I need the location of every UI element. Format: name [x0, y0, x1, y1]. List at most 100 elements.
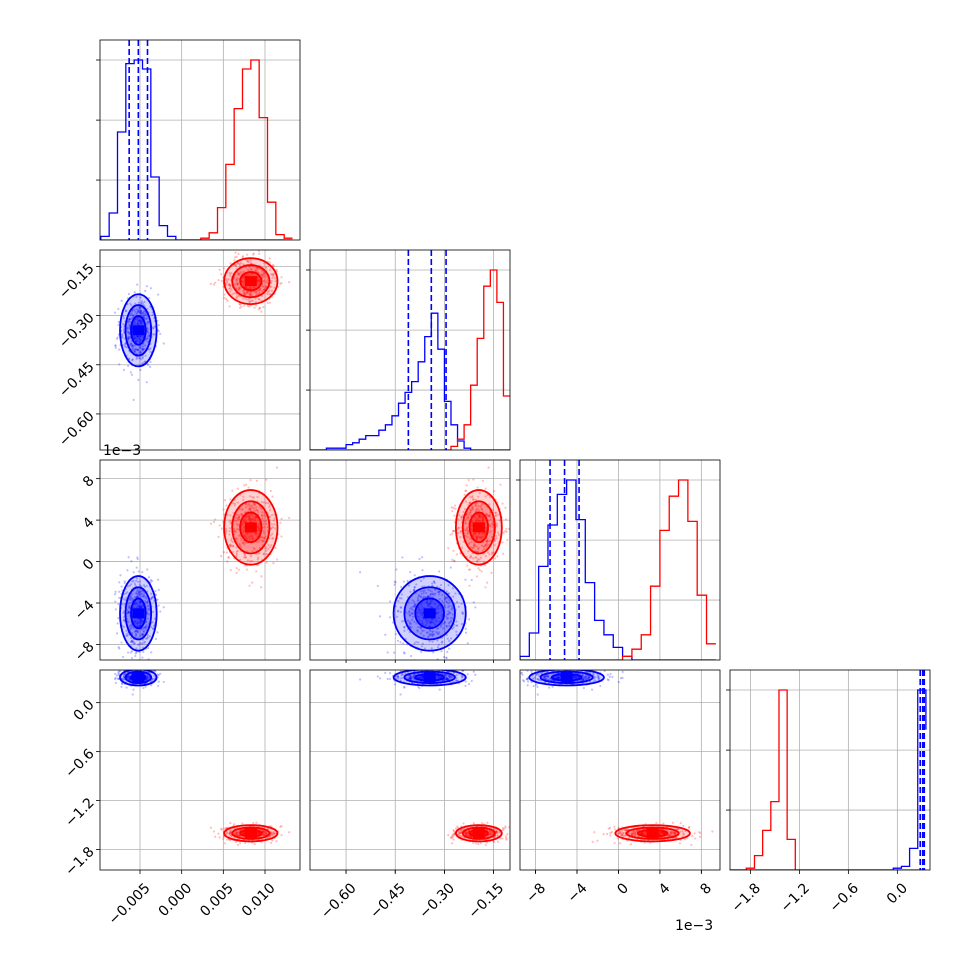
blue-sample-point [386, 651, 389, 654]
red-sample-point [502, 531, 505, 534]
blue-sample-point [445, 677, 449, 681]
blue-sample-point [147, 658, 150, 660]
blue-sample-point [133, 349, 136, 352]
red-sample-point [483, 545, 486, 548]
blue-sample-point [439, 625, 442, 628]
blue-sample-point [127, 605, 130, 608]
blue-sample-point [131, 626, 134, 629]
blue-sample-point [397, 677, 400, 680]
blue-sample-point [141, 355, 144, 358]
red-histogram-line [730, 689, 926, 870]
red-sample-point [243, 832, 246, 835]
red-sample-point [482, 535, 485, 538]
blue-sample-point [439, 676, 443, 679]
red-sample-point [234, 263, 237, 267]
blue-sample-point [421, 677, 424, 680]
red-sample-point [268, 293, 271, 296]
red-sample-point [493, 539, 496, 542]
red-sample-point [271, 526, 275, 529]
blue-sample-point [447, 622, 450, 625]
blue-sample-point [421, 622, 424, 625]
blue-sample-point [138, 643, 141, 646]
red-sample-point [465, 527, 468, 531]
blue-sample-point [130, 583, 133, 586]
red-sample-point [238, 264, 242, 267]
blue-sample-point [421, 675, 424, 678]
blue-sample-point [121, 603, 124, 606]
red-sample-point [465, 832, 468, 835]
red-sample-point [488, 513, 492, 517]
blue-sample-point [144, 600, 147, 603]
blue-sample-point [437, 616, 440, 620]
red-sample-point [464, 832, 468, 835]
red-sample-point [261, 831, 265, 834]
blue-sample-point [592, 673, 595, 676]
blue-sample-point [137, 589, 140, 592]
blue-sample-point [128, 625, 131, 628]
red-sample-point [255, 290, 258, 293]
red-sample-point [244, 292, 247, 295]
blue-sample-point [474, 673, 477, 676]
blue-sample-point [123, 337, 126, 340]
blue-sample-point [421, 675, 424, 678]
red-sample-point [242, 270, 245, 273]
red-sample-point [460, 835, 464, 838]
red-sample-point [223, 267, 226, 270]
blue-sample-point [413, 642, 416, 645]
red-sample-point [232, 292, 236, 295]
blue-sample-point [138, 319, 142, 322]
red-hist-bin [779, 690, 787, 870]
blue-sample-point [118, 363, 121, 366]
red-sample-point [244, 506, 248, 509]
red-sample-point [495, 523, 498, 527]
red-sample-point [481, 479, 484, 482]
red-sample-point [493, 490, 496, 493]
red-sample-point [451, 833, 455, 836]
blue-sample-point [114, 346, 117, 349]
red-sample-point [246, 268, 249, 271]
red-sample-point [502, 828, 505, 831]
blue-sample-point [536, 685, 539, 688]
red-sample-point [250, 272, 253, 275]
blue-hist-bin [438, 349, 445, 450]
blue-sample-point [119, 574, 122, 577]
blue-sample-point [143, 591, 146, 595]
blue-sample-point [429, 600, 433, 603]
red-sample-point [464, 489, 467, 493]
red-sample-point [458, 514, 461, 517]
blue-sample-point [135, 651, 138, 654]
blue-sample-point [421, 675, 425, 678]
red-sample-point [253, 507, 256, 510]
blue-sample-point [447, 610, 450, 613]
blue-sample-point [137, 301, 140, 304]
red-sample-point [452, 829, 455, 832]
red-sample-point [484, 529, 487, 533]
red-sample-point [501, 541, 504, 544]
blue-sample-point [134, 602, 137, 605]
blue-sample-point [419, 611, 422, 615]
red-sample-point [248, 535, 251, 538]
red-sample-point [472, 546, 476, 549]
blue-sample-point [455, 630, 458, 633]
red-sample-point [247, 536, 250, 539]
blue-sample-point [446, 677, 449, 680]
red-sample-point [248, 269, 251, 272]
red-sample-point [238, 273, 241, 276]
blue-sample-point [146, 568, 149, 571]
blue-sample-point [127, 610, 130, 613]
blue-sample-point [417, 608, 421, 611]
blue-sample-point [451, 676, 454, 679]
red-sample-point [255, 304, 258, 307]
blue-sample-point [136, 580, 140, 583]
blue-sample-point [455, 601, 459, 604]
red-sample-point [242, 498, 245, 501]
blue-sample-point [151, 620, 154, 624]
blue-sample-point [433, 593, 436, 596]
blue-sample-point [128, 601, 132, 605]
blue-sample-point [376, 675, 379, 678]
red-sample-point [480, 535, 484, 538]
red-sample-point [238, 842, 242, 845]
blue-sample-point [433, 581, 436, 585]
red-sample-point [480, 570, 483, 573]
blue-sample-point [437, 676, 441, 679]
